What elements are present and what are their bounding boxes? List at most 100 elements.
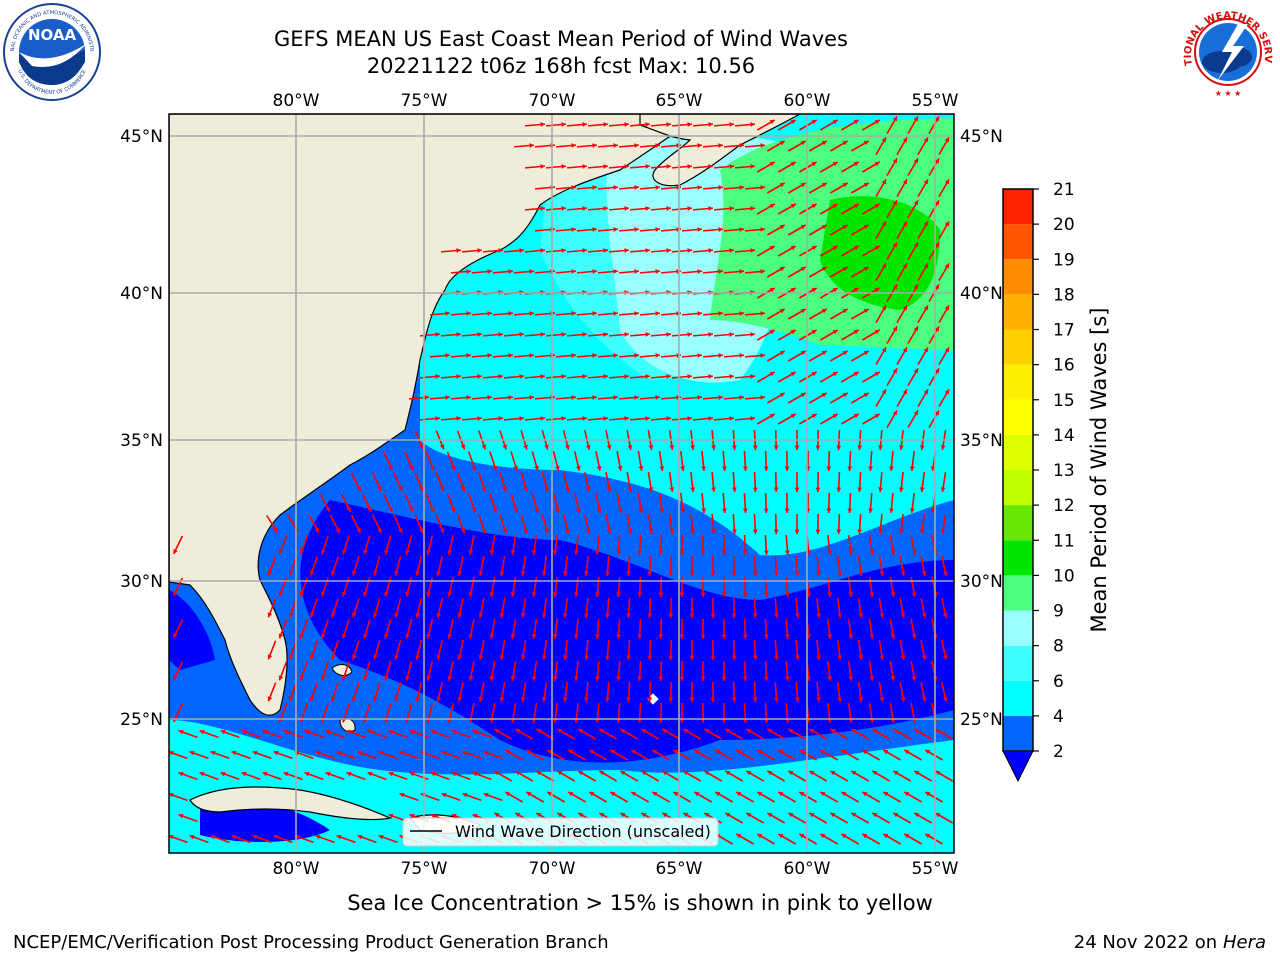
direction-arrowhead: [466, 395, 471, 400]
direction-arrowhead: [515, 771, 521, 776]
direction-arrowhead: [725, 729, 731, 734]
direction-arrowhead: [510, 676, 516, 681]
direction-arrowhead: [584, 655, 589, 660]
direction-arrowhead: [510, 634, 516, 639]
direction-arrowhead: [731, 487, 737, 492]
colorbar-tick-label: 17: [1053, 321, 1075, 341]
direction-arrowhead: [911, 592, 917, 597]
direction-arrowhead: [529, 311, 534, 316]
direction-arrowhead: [739, 143, 744, 148]
direction-arrowhead: [935, 813, 941, 818]
direction-arrowhead: [704, 771, 710, 776]
direction-arrowhead: [363, 633, 368, 639]
direction-arrowhead: [648, 445, 654, 450]
direction-arrowhead: [489, 634, 495, 639]
direction-arrowhead: [863, 141, 869, 146]
direction-arrowhead: [568, 750, 574, 755]
colorbar: [1002, 188, 1034, 783]
direction-arrowhead: [742, 550, 748, 555]
direction-arrowhead: [832, 246, 838, 251]
direction-arrowhead: [900, 613, 906, 618]
direction-arrowhead: [534, 507, 539, 513]
direction-arrowhead: [468, 592, 474, 597]
direction-arrowhead: [857, 445, 863, 450]
direction-arrowhead: [544, 486, 549, 492]
direction-arrowhead: [513, 507, 518, 513]
direction-arrowhead: [515, 729, 521, 734]
lon-label-bottom: 60°W: [784, 859, 831, 879]
direction-arrowhead: [718, 269, 723, 274]
lat-label-left: 45°N: [120, 127, 163, 147]
direction-arrowhead: [763, 676, 769, 681]
direction-arrowhead: [757, 792, 763, 797]
lon-label-bottom: 75°W: [401, 859, 448, 879]
direction-arrowhead: [800, 309, 806, 314]
direction-arrowhead: [659, 466, 665, 471]
direction-arrowhead: [821, 267, 827, 272]
direction-arrowhead: [283, 729, 289, 735]
direction-arrowhead: [346, 729, 352, 735]
direction-arrowhead: [605, 697, 610, 702]
direction-arrowhead: [199, 771, 205, 777]
direction-arrowhead: [925, 792, 931, 797]
direction-arrowhead: [595, 634, 600, 639]
direction-arrowhead: [752, 655, 758, 660]
direction-arrowhead: [637, 634, 643, 639]
colorbar-block: [1003, 610, 1033, 646]
direction-arrowhead: [757, 834, 763, 839]
direction-arrowhead: [439, 528, 445, 534]
direction-arrowhead: [529, 353, 534, 358]
direction-arrowhead: [445, 353, 450, 358]
direction-arrowhead: [683, 771, 689, 776]
direction-arrowhead: [169, 834, 174, 840]
direction-arrowhead: [904, 792, 910, 797]
direction-arrowhead: [439, 444, 445, 450]
direction-arrowhead: [523, 444, 528, 450]
direction-arrowhead: [773, 697, 779, 702]
direction-arrowhead: [283, 771, 289, 777]
direction-arrowhead: [325, 729, 331, 735]
lon-label-top: 65°W: [656, 91, 703, 111]
direction-arrowhead: [447, 549, 453, 555]
direction-arrowhead: [689, 613, 695, 618]
land-north-america: [169, 114, 701, 716]
direction-arrowhead: [578, 813, 584, 818]
direction-arrowhead: [648, 487, 654, 492]
direction-arrowhead: [832, 162, 838, 167]
direction-arrowhead: [809, 813, 815, 818]
direction-arrowhead: [557, 813, 563, 818]
direction-arrowhead: [794, 529, 800, 534]
direction-arrowhead: [647, 613, 653, 618]
direction-arrowhead: [534, 465, 539, 471]
direction-arrowhead: [520, 613, 526, 618]
direction-arrowhead: [471, 507, 477, 513]
direction-arrowhead: [624, 374, 629, 379]
direction-arrowhead: [832, 288, 838, 293]
direction-arrowhead: [637, 592, 643, 597]
direction-arrowhead: [669, 487, 675, 492]
direction-arrowhead: [606, 445, 612, 450]
direction-arrowhead: [742, 634, 748, 639]
direction-arrowhead: [595, 550, 600, 555]
direction-arrowhead: [868, 508, 873, 513]
direction-arrowhead: [821, 309, 827, 314]
direction-arrowhead: [399, 792, 405, 798]
direction-arrowhead: [722, 466, 727, 471]
direction-arrowhead: [451, 729, 457, 735]
direction-arrowhead: [874, 120, 880, 125]
direction-arrowhead: [879, 697, 885, 702]
direction-arrowhead: [913, 368, 918, 374]
direction-arrowhead: [881, 347, 886, 353]
direction-arrowhead: [848, 592, 854, 597]
direction-arrowhead: [853, 204, 859, 209]
direction-arrowhead: [874, 288, 880, 293]
direction-arrowhead: [837, 613, 843, 618]
direction-arrowhead: [923, 137, 928, 143]
direction-arrowhead: [757, 750, 763, 755]
direction-arrowhead: [540, 164, 545, 169]
direction-arrowhead: [540, 374, 545, 379]
direction-arrowhead: [902, 137, 907, 143]
direction-arrowhead: [890, 634, 896, 639]
lat-label-right: 35°N: [960, 431, 1003, 451]
direction-arrowhead: [872, 813, 878, 818]
